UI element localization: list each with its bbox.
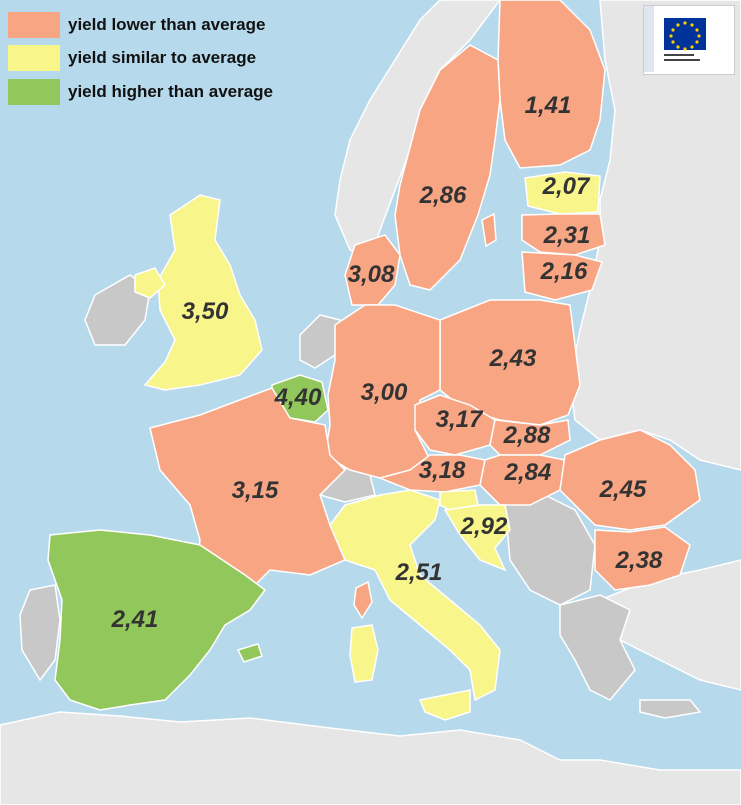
northern-ireland-shape [134,267,166,299]
eu-commission-logo [643,5,735,75]
uk-shape [143,194,263,391]
gotland-shape [481,212,497,248]
sweden-shape [394,44,501,291]
no-data-countries [19,274,702,719]
greece-shape [559,594,636,701]
italy-shape [329,489,501,702]
bulgaria-shape [594,526,691,591]
latvia-shape [521,213,606,256]
romania-shape [559,429,701,531]
region-value-austria: 3,18 [418,457,466,484]
legend-label-lower: yield lower than average [68,15,266,34]
legend-label-higher: yield higher than average [68,82,274,101]
legend-label-similar: yield similar to average [68,48,257,67]
region-value-sweden: 2,86 [419,182,467,209]
region-value-lithuania: 2,16 [540,258,588,285]
slovakia-shape [489,419,571,456]
denmark-shape [344,234,401,306]
legend-item-higher: yield higher than average [8,79,273,105]
north-africa-shape [0,711,741,805]
eu-flag-icon [644,6,706,72]
estonia-shape [524,171,601,215]
sardinia-shape [349,624,379,683]
region-value-bulgaria: 2,38 [615,547,663,574]
ireland-shape [84,274,151,346]
region-value-france: 3,15 [231,477,279,504]
balearic-shape [236,643,263,663]
legend-swatch-higher [8,79,60,105]
portugal-shape [19,584,61,682]
legend-item-similar: yield similar to average [8,45,256,71]
spain-shape [47,529,267,711]
corsica-shape [353,580,373,620]
lithuania-shape [521,251,603,301]
region-value-hungary: 2,84 [504,459,552,486]
balkans-shape [504,494,596,606]
region-value-romania: 2,45 [599,476,647,503]
croatia-shape [443,504,511,572]
region-value-uk: 3,50 [181,298,229,325]
region-value-italy: 2,51 [395,559,443,586]
region-value-czechia: 3,17 [435,406,483,433]
region-value-estonia: 2,07 [542,173,590,200]
region-value-germany: 3,00 [360,379,408,406]
region-value-slovakia: 2,88 [503,422,551,449]
sicily-shape [418,689,471,721]
legend-swatch-similar [8,45,60,71]
region-value-latvia: 2,31 [543,222,591,249]
legend-swatch-lower [8,12,60,38]
region-value-spain: 2,41 [111,606,159,633]
greece-islands-shape [639,699,702,719]
region-value-finland: 1,41 [524,92,572,119]
region-value-denmark: 3,08 [347,261,395,288]
eu-countries [47,0,701,721]
region-value-belgium: 4,40 [274,384,322,411]
legend-item-lower: yield lower than average [8,12,265,38]
region-value-croatia: 2,92 [460,513,508,540]
region-value-poland: 2,43 [489,345,537,372]
